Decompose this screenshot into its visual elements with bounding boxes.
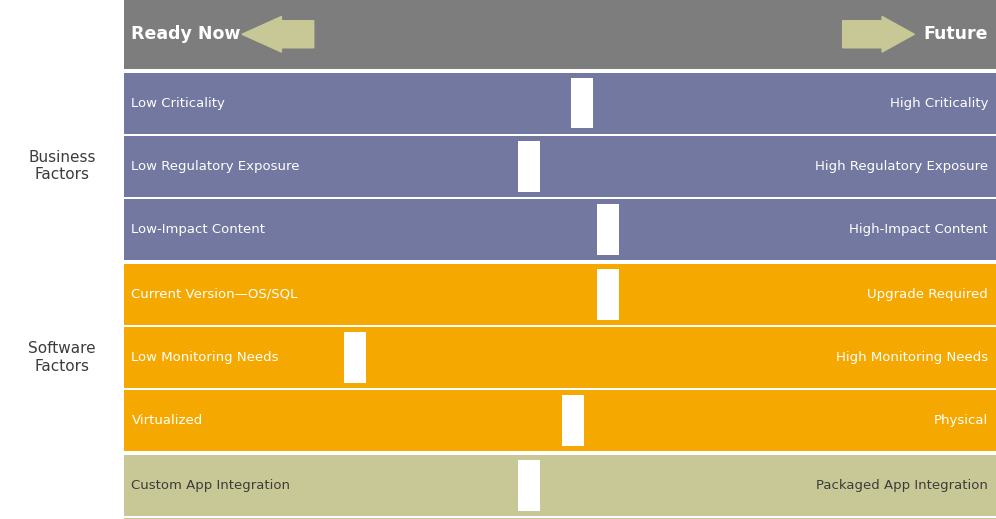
Text: High-Impact Content: High-Impact Content <box>850 223 988 236</box>
Text: Ready Now: Ready Now <box>131 25 241 43</box>
Polygon shape <box>242 17 314 52</box>
Text: High Monitoring Needs: High Monitoring Needs <box>836 351 988 364</box>
Text: High Regulatory Exposure: High Regulatory Exposure <box>815 160 988 173</box>
Text: Low Criticality: Low Criticality <box>131 97 225 110</box>
Bar <box>124 264 996 325</box>
Text: Low Regulatory Exposure: Low Regulatory Exposure <box>131 160 300 173</box>
Text: High Criticality: High Criticality <box>889 97 988 110</box>
Bar <box>597 269 619 320</box>
Bar <box>562 395 584 446</box>
Bar <box>124 518 996 519</box>
Bar <box>124 0 996 69</box>
Text: Packaged App Integration: Packaged App Integration <box>816 479 988 492</box>
Text: Upgrade Required: Upgrade Required <box>868 288 988 301</box>
Bar <box>518 460 540 511</box>
Text: Custom App Integration: Custom App Integration <box>131 479 291 492</box>
Text: Software
Factors: Software Factors <box>28 342 96 374</box>
Bar <box>571 78 593 129</box>
Bar <box>518 141 540 192</box>
Text: Low Monitoring Needs: Low Monitoring Needs <box>131 351 279 364</box>
Text: Current Version—OS/SQL: Current Version—OS/SQL <box>131 288 298 301</box>
Text: Physical: Physical <box>934 414 988 427</box>
Polygon shape <box>843 17 914 52</box>
Bar <box>124 136 996 197</box>
Bar <box>124 390 996 451</box>
Text: Virtualized: Virtualized <box>131 414 203 427</box>
Bar <box>124 455 996 516</box>
Text: Business
Factors: Business Factors <box>28 150 96 182</box>
Bar <box>344 332 366 383</box>
Bar <box>124 73 996 134</box>
Bar <box>597 204 619 255</box>
Bar <box>124 327 996 388</box>
Text: Low-Impact Content: Low-Impact Content <box>131 223 266 236</box>
Text: Future: Future <box>923 25 988 43</box>
Bar <box>124 199 996 260</box>
